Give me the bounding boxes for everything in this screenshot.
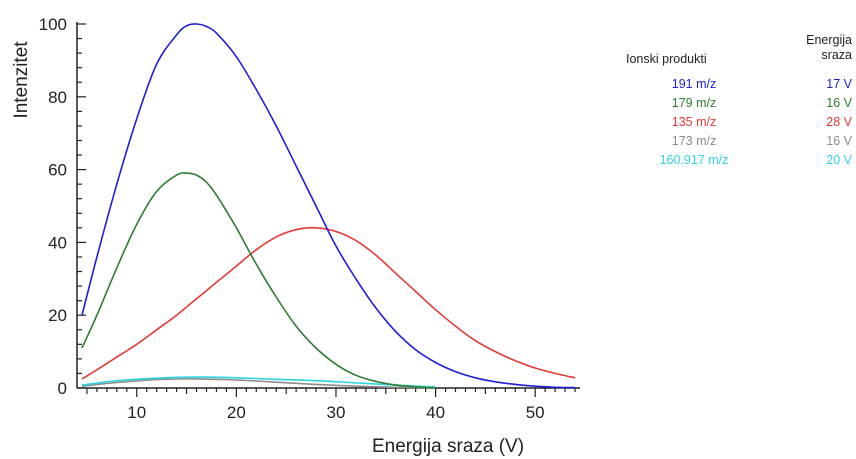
series-line-4 [81, 378, 436, 389]
legend-series-energy: 16 V [826, 134, 852, 148]
legend-header-energy-line1: Energija [806, 33, 852, 47]
y-tick-label: 80 [48, 88, 67, 107]
legend-series-name: 191 m/z [672, 77, 716, 91]
plot-area [81, 23, 576, 389]
legend-series-name: 135 m/z [672, 115, 716, 129]
legend-series-name: 160.917 m/z [660, 153, 729, 167]
legend-header-energy-line2: sraza [821, 48, 852, 62]
legend-header-product: Ionski produkti [626, 52, 707, 66]
x-tick-label: 10 [127, 403, 146, 422]
series-line-2 [81, 172, 436, 389]
axes: 0 20 40 60 80 100 10 20 30 40 50 [39, 15, 580, 422]
legend-series-energy: 28 V [826, 115, 852, 129]
series-line-3 [81, 226, 576, 380]
y-axis-label: Intenzitet [11, 41, 32, 119]
series-line-5 [81, 376, 436, 388]
x-tick-label: 30 [327, 403, 346, 422]
x-axis-label: Energija sraza (V) [372, 436, 524, 457]
x-tick-label: 50 [526, 403, 545, 422]
legend-series-energy: 20 V [826, 153, 852, 167]
x-tick-label: 40 [426, 403, 445, 422]
y-tick-label: 40 [48, 233, 67, 252]
legend-series-name: 179 m/z [672, 96, 716, 110]
y-tick-label: 100 [39, 15, 67, 34]
y-tick-label: 20 [48, 306, 67, 325]
legend-series-name: 173 m/z [672, 134, 716, 148]
x-tick-label: 20 [227, 403, 246, 422]
legend: Ionski produkti Energija sraza 191 m/z 17… [626, 33, 853, 167]
y-tick-label: 60 [48, 161, 67, 180]
legend-series-energy: 16 V [826, 96, 852, 110]
series-line-1 [81, 23, 576, 389]
y-tick-label: 0 [58, 379, 67, 398]
legend-rows: 191 m/z 17 V 179 m/z 16 V 135 m/z 28 V 173 m/z… [660, 77, 853, 167]
legend-series-energy: 17 V [826, 77, 852, 91]
